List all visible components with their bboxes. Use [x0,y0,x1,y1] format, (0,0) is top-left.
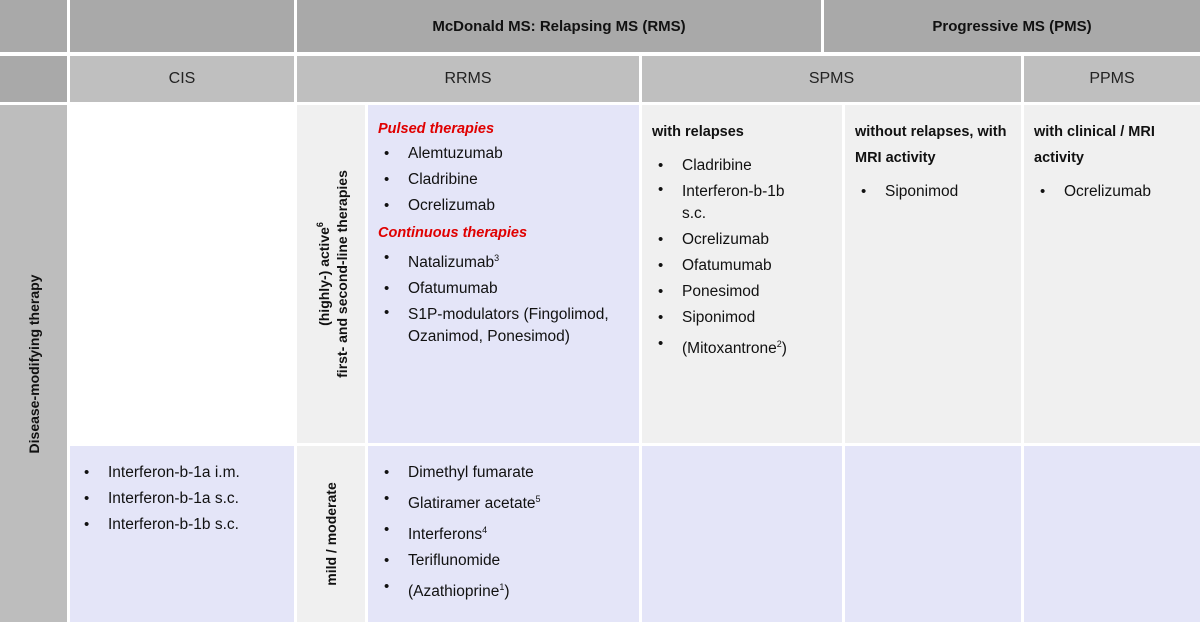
highly-active-label-cell: (highly-) active6 first- and second-line… [297,105,365,443]
list-item: Ponesimod [652,279,832,305]
list-item: Alemtuzumab [378,141,629,167]
list-item: S1P-modulators (Fingolimod, Ozanimod, Po… [378,302,629,350]
list-item: Ocrelizumab [652,227,832,253]
blank-header-cell [70,0,294,52]
list-item: Interferon-b-1a i.m. [78,460,286,486]
list-item: Ofatumumab [652,253,832,279]
list-item: Ocrelizumab [1034,179,1192,205]
spms-no-relapses-title: without relapses, with MRI activity [855,124,1007,166]
highly-active-label: (highly-) active6 first- and second-line… [315,170,350,378]
side-label: Disease-modifying therapy [25,274,42,453]
list-item: (Azathioprine1) [378,574,629,605]
list-item: Interferons4 [378,517,629,548]
list-item: Interferon-b-1a s.c. [78,486,286,512]
list-item: Ocrelizumab [378,193,629,219]
cis-list: Interferon-b-1a i.m. Interferon-b-1a s.c… [78,460,286,538]
ppms-list: Ocrelizumab [1034,179,1192,205]
continuous-therapies-list: Natalizumab3 Ofatumumab S1P-modulators (… [378,245,629,350]
list-item: Natalizumab3 [378,245,629,276]
spms-no-relapses-cell: without relapses, with MRI activity Sipo… [845,105,1021,443]
ppms-mild-empty [1024,446,1200,622]
continuous-therapies-title: Continuous therapies [378,225,528,241]
rrms-high-cell: Pulsed therapies Alemtuzumab Cladribine … [368,105,639,443]
header-relapsing-ms: McDonald MS: Relapsing MS (RMS) [297,0,821,52]
list-item: Interferon-b-1b s.c. [652,179,832,227]
header-spms: SPMS [642,56,1021,102]
header-rrms: RRMS [297,56,639,102]
list-item: Siponimod [652,305,832,331]
corner-cell-bottom [0,56,67,102]
list-item: (Mitoxantrone2) [652,331,832,362]
list-item: Cladribine [378,167,629,193]
spms-no-relapses-list: Siponimod [855,179,1013,205]
mild-moderate-label: mild / moderate [323,482,339,586]
list-item: Glatiramer acetate5 [378,486,629,517]
spms-no-relapses-mild-empty [845,446,1021,622]
pulsed-therapies-title: Pulsed therapies [378,121,495,137]
header-progressive-ms: Progressive MS (PMS) [824,0,1200,52]
spms-relapses-mild-empty [642,446,842,622]
pulsed-therapies-list: Alemtuzumab Cladribine Ocrelizumab [378,141,629,219]
spms-relapses-title: with relapses [652,124,744,140]
rrms-mild-cell: Dimethyl fumarate Glatiramer acetate5 In… [368,446,639,622]
corner-cell-top [0,0,67,52]
cis-mild-cell: Interferon-b-1a i.m. Interferon-b-1a s.c… [70,446,294,622]
ppms-title: with clinical / MRI activity [1034,124,1155,166]
list-item: Siponimod [855,179,1013,205]
ppms-cell: with clinical / MRI activity Ocrelizumab [1024,105,1200,443]
cis-high-empty [70,105,294,443]
list-item: Interferon-b-1b s.c. [78,512,286,538]
list-item: Cladribine [652,153,832,179]
spms-relapses-list: Cladribine Interferon-b-1b s.c. Ocrelizu… [652,153,832,362]
list-item: Dimethyl fumarate [378,460,629,486]
header-cis: CIS [70,56,294,102]
header-ppms: PPMS [1024,56,1200,102]
list-item: Ofatumumab [378,276,629,302]
list-item: Teriflunomide [378,548,629,574]
mild-label-cell: mild / moderate [297,446,365,622]
rrms-mild-list: Dimethyl fumarate Glatiramer acetate5 In… [378,460,629,605]
side-label-cell: Disease-modifying therapy [0,105,67,622]
spms-relapses-cell: with relapses Cladribine Interferon-b-1b… [642,105,842,443]
